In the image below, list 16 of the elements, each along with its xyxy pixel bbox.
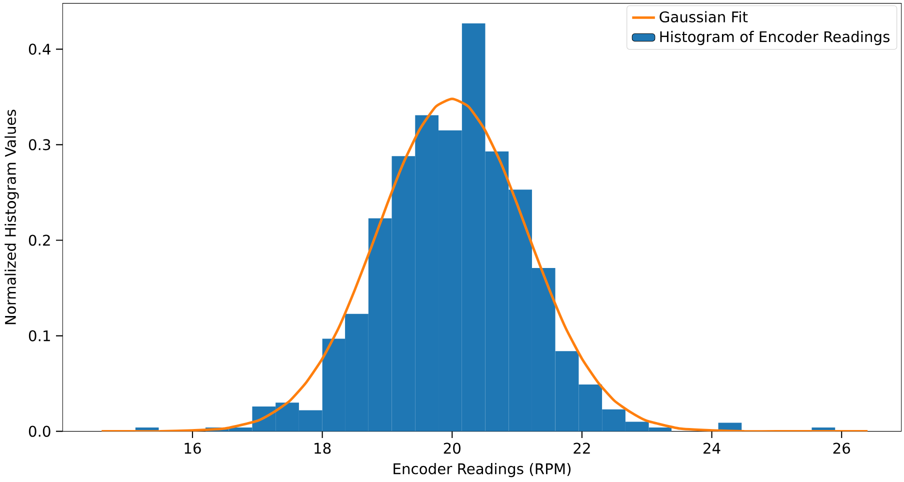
x-tick-label: 24 [704, 442, 720, 454]
y-tick-label: 0.2 [28, 234, 50, 246]
y-axis-title: Normalized Histogram Values [4, 110, 19, 324]
y-tick-label: 0.4 [28, 44, 50, 55]
x-tick-label: 22 [574, 442, 590, 454]
x-tick-label: 26 [833, 442, 850, 454]
line-series [100, 98, 869, 432]
x-tick-label: 18 [314, 442, 331, 454]
y-tick-label: 0.3 [28, 139, 50, 150]
legend-label: Gaussian Fit [660, 11, 748, 22]
x-axis-title: Encoder Readings (RPM) [394, 462, 571, 478]
x-tick-label: 16 [184, 442, 201, 454]
x-tick-label: 20 [444, 442, 460, 454]
legend-label: Histogram of Encoder Readings [660, 30, 890, 46]
y-tick-label: 0.0 [28, 426, 50, 437]
y-tick-label: 0.1 [28, 330, 50, 342]
